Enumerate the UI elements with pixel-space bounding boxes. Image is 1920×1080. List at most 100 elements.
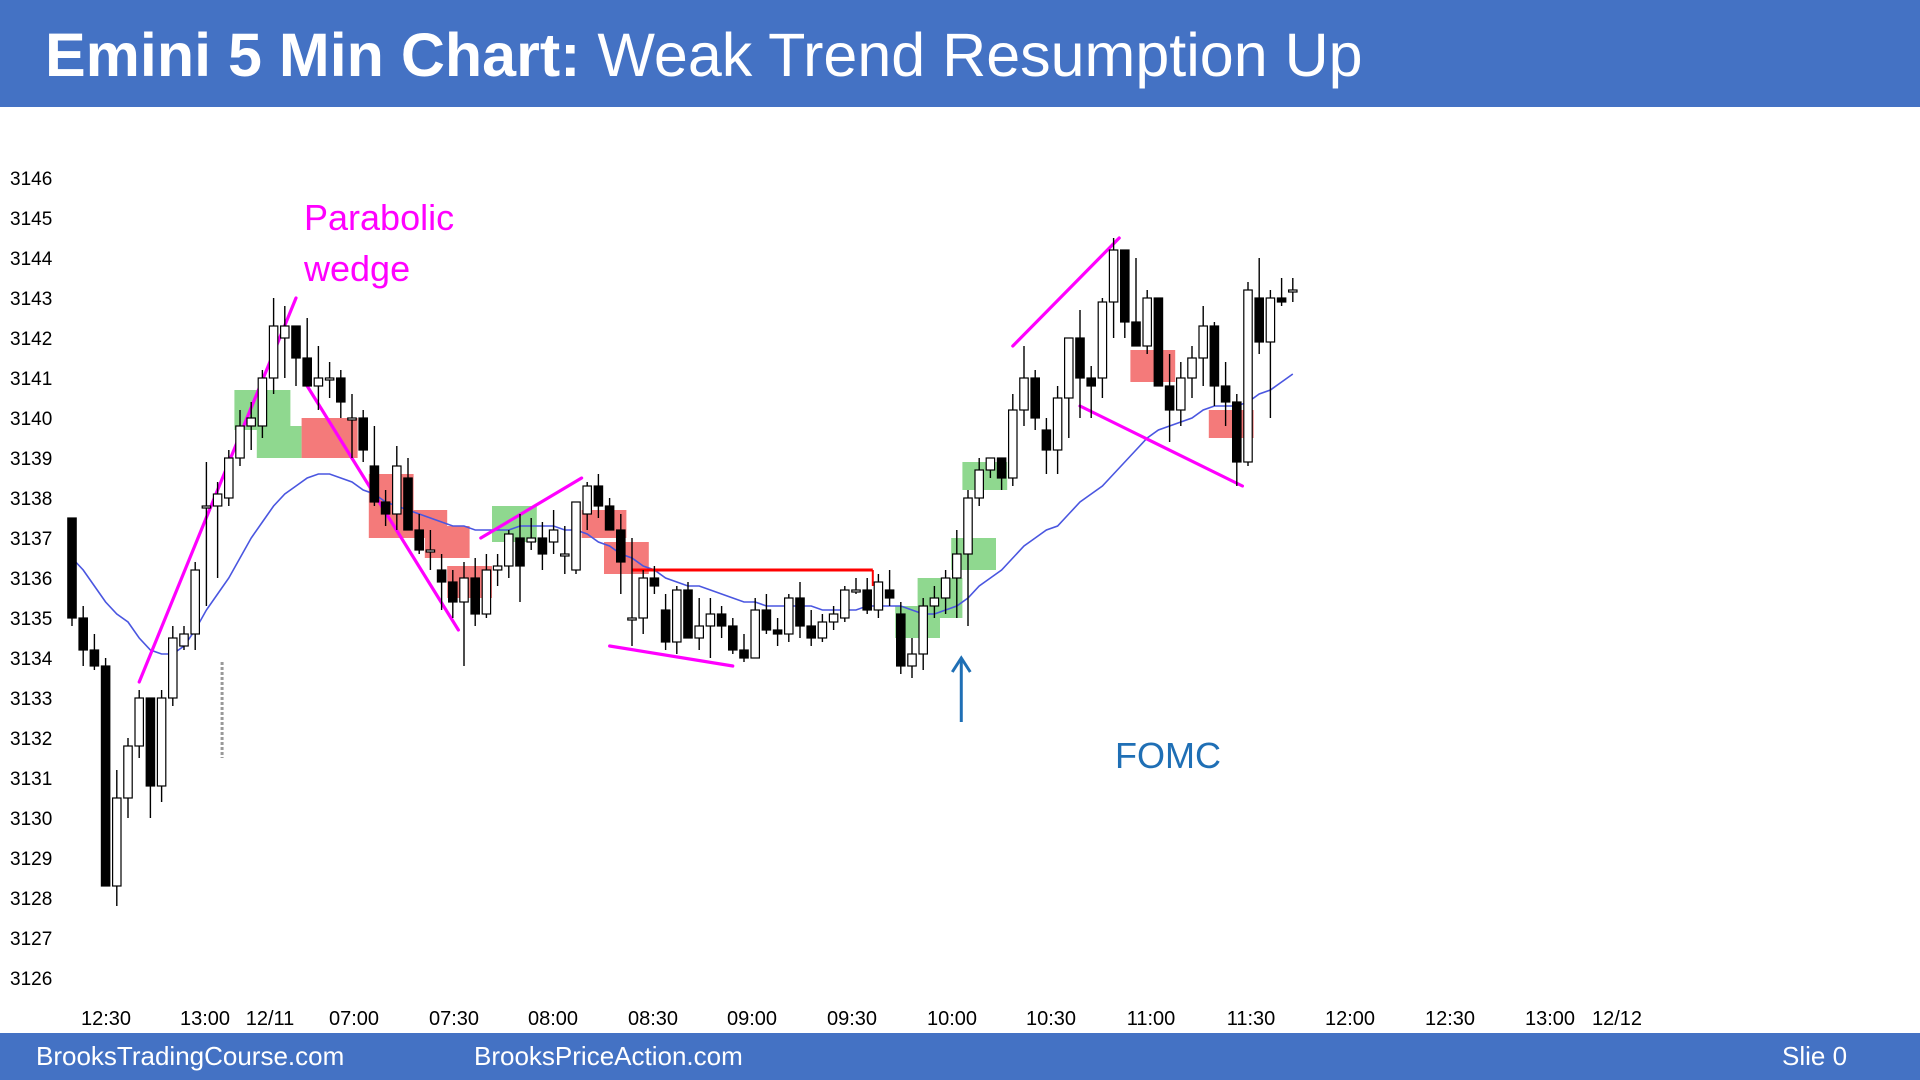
bull-candle [694,598,704,650]
candle-body [224,457,234,499]
candle-body [851,589,861,593]
bull-candle [1019,346,1029,426]
candle-body [380,501,391,515]
bull-candle [492,554,503,586]
candle-body [134,697,144,747]
y-tick-label: 3127 [10,929,52,950]
candle-body [839,589,850,619]
bull-candle [559,526,570,574]
candle-body [1265,297,1276,343]
x-tick-label: 08:00 [528,1008,578,1030]
footer-center-text: BrooksPriceAction.com [474,1041,743,1071]
y-tick-label: 3132 [10,729,52,750]
bull-candle [1063,337,1074,438]
y-tick-label: 3140 [10,409,52,430]
bear-candle [369,426,380,506]
bull-candle [839,586,850,622]
bull-candle [168,626,178,706]
bull-candle [671,586,682,654]
candle-body [582,485,592,515]
x-tick-label: 12/11 [246,1008,295,1030]
candle-body [268,325,279,379]
bull-candle [347,394,357,458]
bear-candle [761,594,772,634]
candle-body [156,697,167,787]
bull-candle [324,362,335,398]
bull-candle [224,450,234,506]
bull-candle [750,598,760,659]
candle-body [302,357,312,387]
y-tick-label: 3138 [10,489,52,510]
candle-body [336,377,346,403]
bull-candle [582,482,592,530]
page-title: Emini 5 Min Chart: Weak Trend Resumption… [45,18,1363,92]
candle-body [739,649,749,659]
trendline-range-low [607,644,735,668]
bull-candle [951,530,962,618]
annotation-wedge: wedge [303,248,410,289]
x-tick-label: 08:30 [628,1008,678,1030]
candle-body [1287,289,1298,293]
candle-body [280,325,290,339]
bull-candle [268,298,279,394]
bear-candle [515,514,525,602]
candle-body [683,589,693,639]
candle-body [627,617,637,621]
candle-body [716,613,727,627]
candle-body [559,553,570,557]
bear-candle [1153,297,1164,387]
bull-candle [918,598,928,670]
bear-candle [604,498,615,531]
bull-candle [783,594,794,642]
candle-body [100,665,111,887]
y-tick-label: 3137 [10,529,52,550]
bear-candle [145,697,156,818]
x-tick-label: 09:30 [827,1008,877,1030]
bear-candle [1030,370,1040,430]
candle-body [369,465,380,503]
candle-body [1164,385,1175,411]
candle-body [571,501,581,571]
candle-body [783,597,794,635]
footer-bar: BrooksTradingCourse.com BrooksPriceActio… [0,1033,1920,1080]
candle-body [615,529,626,563]
candle-body [795,597,805,627]
bear-candle [1276,278,1287,306]
bull-candle [123,738,133,818]
bear-candle [436,554,447,610]
bear-candle [537,522,548,570]
bull-candle [212,482,223,578]
annotations: Parabolic wedge FOMC [303,197,1221,776]
candle-body [1007,409,1018,479]
candle-body [828,613,839,623]
bull-candle [851,578,861,594]
candle-body [873,581,884,611]
candle-body [1220,385,1231,403]
candle-body [548,529,559,543]
ema-polyline [71,373,1294,655]
y-axis: 3146 3145 3144 3143 3142 3141 3140 3139 3138 3137… [10,169,53,990]
bull-candle [1198,306,1208,386]
bull-candle [201,462,212,606]
candle-body [806,625,816,639]
candle-body [929,597,940,607]
bear-highlight-box [1130,350,1176,382]
bull-candle [1142,290,1152,354]
bull-candle [190,562,200,650]
candle-body [492,565,503,571]
x-tick-label: 13:00 [1525,1008,1575,1030]
candle-body [414,529,424,551]
candle-body [1019,377,1029,411]
bear-candle [1164,354,1175,442]
title-bar: Emini 5 Min Chart: Weak Trend Resumption… [0,0,1920,107]
x-tick-label: 09:00 [727,1008,777,1030]
bear-candle [291,325,301,386]
bear-candle [78,606,88,666]
footer-left-text: BrooksTradingCourse.com [36,1041,345,1071]
candle-body [772,629,783,635]
highlight-boxes [234,350,1254,638]
candle-body [1187,357,1197,379]
bull-candle [940,570,951,614]
annotation-parabolic: Parabolic [304,197,454,238]
x-tick-label: 12:30 [1425,1008,1475,1030]
